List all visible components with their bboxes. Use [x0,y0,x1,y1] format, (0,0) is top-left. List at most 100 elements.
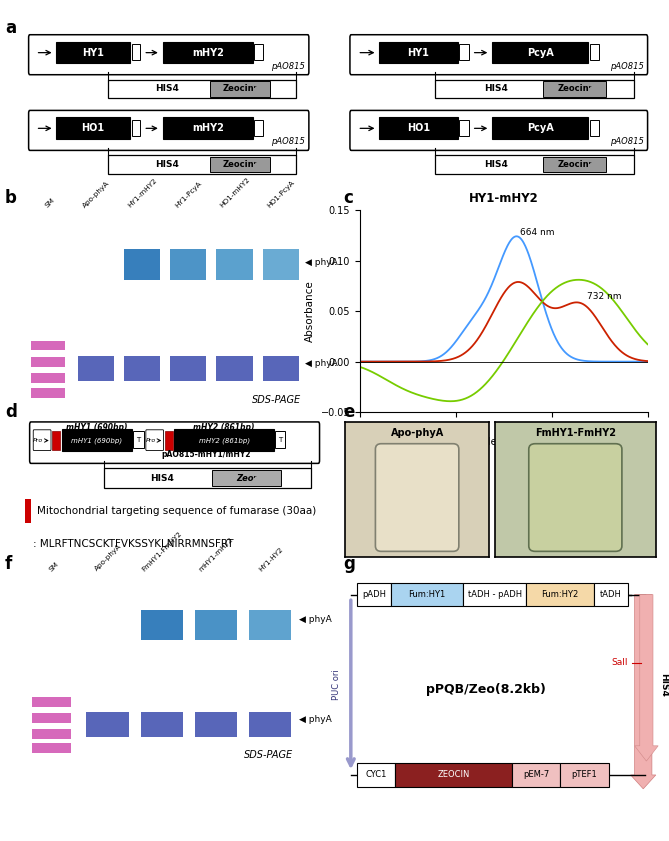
Text: T: T [136,436,140,443]
Text: SM: SM [44,197,56,209]
Bar [435,80,634,98]
Text: pAO815: pAO815 [272,61,305,71]
Bar [124,249,160,280]
Bar [263,356,299,381]
Bar [163,117,253,139]
Bar [170,356,206,381]
Bar [263,249,299,280]
Bar [31,341,65,350]
Text: HO1: HO1 [82,124,104,134]
FancyBboxPatch shape [33,430,51,451]
Text: Pro: Pro [33,438,43,443]
Bar [492,117,588,139]
Bar [132,45,140,61]
Text: FmHY1-FmHY2: FmHY1-FmHY2 [535,428,616,438]
Bar [31,357,65,367]
Bar [512,763,561,787]
Text: PcyA: PcyA [527,48,554,58]
Text: Apo-phyA: Apo-phyA [82,180,110,209]
Bar [435,156,634,174]
Bar [492,41,588,63]
Text: mHY2: mHY2 [192,48,224,58]
Bar [460,120,468,136]
FancyBboxPatch shape [529,444,622,552]
Text: Zeoʳ: Zeoʳ [237,473,257,483]
Bar [108,156,296,174]
Text: HIS4: HIS4 [484,84,508,93]
Text: c: c [343,188,353,207]
FancyArrow shape [635,595,658,761]
Text: HY1-PcyA: HY1-PcyA [175,180,203,209]
Bar [32,743,71,753]
Bar [175,429,274,452]
Text: HY1-mHY2: HY1-mHY2 [126,177,159,209]
Text: pEM-7: pEM-7 [523,770,549,780]
Bar [395,763,512,787]
Bar [56,41,130,63]
Text: Zeocinʳ: Zeocinʳ [557,84,591,93]
FancyBboxPatch shape [134,431,144,448]
Bar [357,583,391,606]
Text: HY1-HY2: HY1-HY2 [258,546,284,573]
Text: mHY1 (690bp): mHY1 (690bp) [71,437,122,444]
Text: HIS4: HIS4 [659,673,668,696]
Bar [32,713,71,722]
Text: CYC1: CYC1 [365,770,387,780]
Bar [32,729,71,738]
Text: HO1-mHY2: HO1-mHY2 [219,177,251,209]
Bar [195,611,237,639]
Bar [52,431,60,450]
Text: HO1-PcyA: HO1-PcyA [266,179,296,209]
FancyBboxPatch shape [350,110,648,151]
Text: SalI: SalI [611,658,628,667]
Text: Pro: Pro [146,438,157,443]
Text: mHY1-mHY2: mHY1-mHY2 [198,536,235,573]
Text: ◀ phyA: ◀ phyA [305,258,338,267]
Bar [593,583,628,606]
Text: T: T [278,436,282,443]
Text: Mitochondrial targeting sequence of fumarase (30aa): Mitochondrial targeting sequence of fuma… [37,505,316,516]
Bar [217,249,253,280]
Bar [391,583,464,606]
Title: HY1-mHY2: HY1-mHY2 [469,192,539,205]
Text: ◀ phyA: ◀ phyA [299,716,332,724]
Bar [254,120,263,136]
Text: Zeocinʳ: Zeocinʳ [223,84,257,93]
Text: ZEOCIN: ZEOCIN [438,770,470,780]
Text: Zeocinʳ: Zeocinʳ [557,160,591,169]
Bar [526,583,593,606]
Text: SM: SM [48,560,60,573]
Bar [132,120,140,136]
Text: mHY2: mHY2 [192,124,224,134]
FancyBboxPatch shape [29,422,320,463]
FancyBboxPatch shape [275,431,285,448]
Text: HIS4: HIS4 [484,160,508,169]
Text: SDS-PAGE: SDS-PAGE [252,395,300,405]
Bar [62,429,132,452]
Text: e: e [343,403,355,421]
Text: pAO815: pAO815 [610,61,644,71]
Text: pAO815: pAO815 [610,137,644,146]
Text: Zinc: Zinc [280,294,300,304]
Text: g: g [343,554,355,573]
Bar [543,156,606,172]
Text: HY1: HY1 [407,48,429,58]
Bar [249,611,291,639]
Text: pAO815-mHY1/mHY2: pAO815-mHY1/mHY2 [161,450,251,459]
Bar [31,373,65,383]
Text: : MLRFTNCSCKTFVKSSYKLNIRRMNSFRT: : MLRFTNCSCKTFVKSSYKLNIRRMNSFRT [33,538,233,548]
Text: pAO815: pAO815 [272,137,305,146]
Text: tADH - pADH: tADH - pADH [468,590,522,599]
Text: d: d [5,403,17,421]
Text: ◀ phyA: ◀ phyA [299,616,332,624]
FancyArrow shape [631,595,656,789]
Bar [464,583,526,606]
Text: ◀ phyA: ◀ phyA [305,359,338,368]
Y-axis label: Absorbance: Absorbance [305,280,315,342]
Bar [590,45,599,61]
Bar [379,41,458,63]
Text: f: f [5,554,12,573]
Bar [140,611,183,639]
Bar [165,431,173,450]
Bar [78,356,114,381]
